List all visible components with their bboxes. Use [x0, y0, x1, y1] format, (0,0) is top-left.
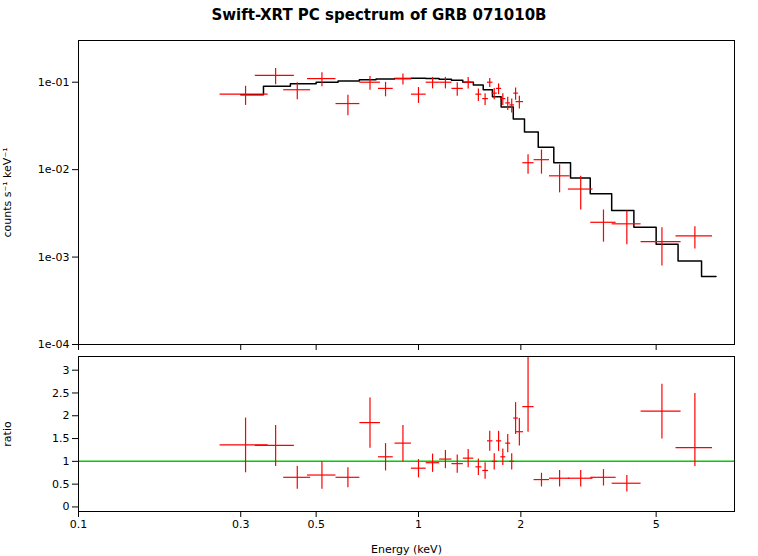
svg-text:3: 3	[63, 364, 70, 377]
svg-text:0.5: 0.5	[52, 478, 70, 491]
svg-text:1.5: 1.5	[52, 432, 70, 445]
svg-text:1: 1	[415, 518, 422, 531]
svg-text:1e-01: 1e-01	[38, 76, 70, 89]
svg-text:0.1: 0.1	[70, 518, 88, 531]
svg-text:0: 0	[63, 500, 70, 513]
svg-text:5: 5	[653, 518, 660, 531]
svg-text:0.5: 0.5	[307, 518, 325, 531]
svg-text:1e-03: 1e-03	[38, 251, 70, 264]
svg-text:0.3: 0.3	[232, 518, 250, 531]
html-text:Swift-XRT PC spectrum of GRB 0: Swift-XRT PC spectrum of GRB 071010B	[211, 6, 547, 24]
svg-text:Energy (keV): Energy (keV)	[371, 543, 442, 556]
svg-text:1: 1	[63, 455, 70, 468]
svg-text:1e-02: 1e-02	[38, 163, 70, 176]
svg-text:1e-04: 1e-04	[38, 338, 70, 350]
svg-text:2: 2	[63, 409, 70, 422]
svg-text:ratio: ratio	[1, 421, 14, 447]
svg-text:2: 2	[517, 518, 524, 531]
svg-text:2.5: 2.5	[52, 386, 70, 399]
svg-text:counts s⁻¹ keV⁻¹: counts s⁻¹ keV⁻¹	[1, 147, 14, 237]
